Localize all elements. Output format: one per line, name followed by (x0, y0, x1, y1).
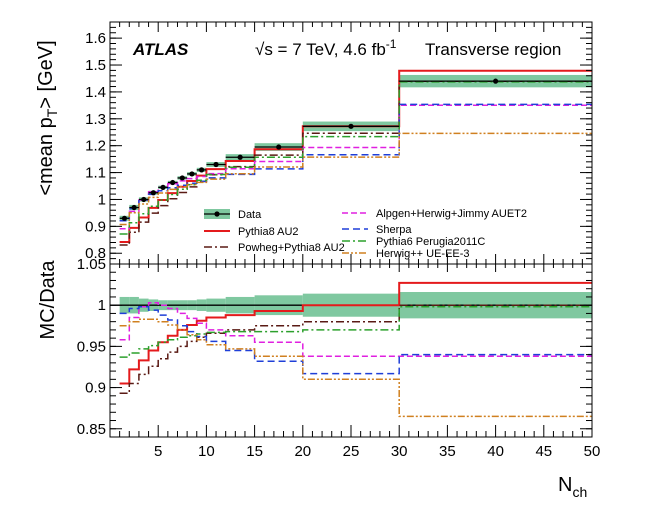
data-point (213, 161, 219, 168)
data-point (198, 167, 205, 173)
mc-line-top (119, 132, 592, 226)
x-tick-label: 10 (198, 443, 215, 460)
mc-line-ratio (119, 318, 592, 418)
x-tick-label: 50 (584, 443, 601, 460)
ratio-y-tick-label: 1.05 (77, 256, 106, 273)
y-tick-label: 1.2 (85, 138, 106, 155)
x-tick-label: 5 (154, 443, 162, 460)
mc-line-ratio (119, 306, 592, 358)
data-point (150, 190, 156, 196)
legend-data-label: Data (238, 209, 262, 221)
data-point (493, 78, 499, 84)
mc-line-ratio (119, 304, 592, 395)
y-tick-label: 1.4 (85, 84, 106, 101)
data-point (121, 215, 128, 221)
legend-label: Powheg+Pythia8 AU2 (238, 242, 345, 254)
data-point (189, 171, 195, 177)
x-tick-label: 30 (391, 443, 408, 460)
ratio-y-axis-label: MC/Data (37, 260, 59, 340)
x-tick-label: 40 (487, 443, 504, 460)
legend-data-marker (214, 211, 220, 217)
legend-label: Pythia8 AU2 (238, 226, 299, 238)
ratio-panel: 0.85 0.9 0.95 1 1.05 5 10 15 20 25 30 35 40 45 50 (77, 256, 601, 460)
top-panel: 0.8 0.9 1 1.1 1.2 1.3 1.4 1.5 1.6 ATLAS √s = 7 TeV… (85, 21, 593, 265)
data-point (131, 204, 137, 211)
y-tick-label: 0.8 (85, 245, 106, 262)
y-tick-label: 1.6 (85, 30, 106, 47)
data-point (179, 175, 185, 181)
data-point (160, 184, 166, 190)
ratio-y-tick-label: 1 (98, 297, 106, 314)
data-point (348, 123, 354, 129)
y-tick-label: 1.5 (85, 57, 106, 74)
data-point (170, 179, 176, 186)
data-point (276, 144, 282, 150)
energy-label: √s = 7 TeV, 4.6 fb-1 (255, 37, 397, 59)
legend-label: Pythia6 Perugia2011C (376, 236, 485, 248)
y-tick-label: 1 (98, 191, 106, 208)
legend-label: Herwig++ UE-EE-3 (376, 248, 470, 260)
data-point (141, 196, 147, 203)
x-tick-label: 15 (246, 443, 263, 460)
x-tick-label: 25 (343, 443, 360, 460)
y-tick-label: 1.1 (85, 165, 106, 182)
legend-label: Alpgen+Herwig+Jimmy AUET2 (376, 208, 527, 220)
x-tick-label: 35 (439, 443, 456, 460)
top-plot-area (110, 22, 592, 264)
legend-label: Sherpa (376, 224, 412, 236)
x-tick-label: 45 (535, 443, 552, 460)
x-tick-label: 20 (294, 443, 311, 460)
data-point (237, 154, 243, 160)
x-axis-label-sub: ch (572, 484, 587, 500)
ratio-plot-area (110, 264, 592, 437)
energy-sup: -1 (386, 37, 397, 51)
atlas-label: ATLAS (132, 40, 189, 59)
ratio-y-tick-label: 0.9 (85, 380, 106, 397)
mc-line-ratio (119, 301, 592, 358)
top-y-axis-label: <mean pT> [GeV] (35, 40, 60, 195)
top-y-axis-label-sub: T (44, 108, 60, 117)
mc-line-ratio (119, 306, 592, 375)
y-tick-label: 1.3 (85, 111, 106, 128)
legend: Data Pythia8 AU2 Powheg+Pythia8 AU2 Alpgen+… (204, 208, 527, 260)
x-axis-label: Nch (558, 474, 587, 500)
axis-labels: <mean pT> [GeV] MC/Data Nch (35, 40, 587, 500)
top-y-axis-label-suffix: > [GeV] (35, 40, 57, 108)
mc-line-top (119, 104, 592, 230)
y-tick-label: 0.9 (85, 218, 106, 235)
ratio-y-tick-label: 0.95 (77, 338, 106, 355)
ratio-y-tick-label: 0.85 (77, 421, 106, 438)
region-label: Transverse region (425, 40, 561, 59)
